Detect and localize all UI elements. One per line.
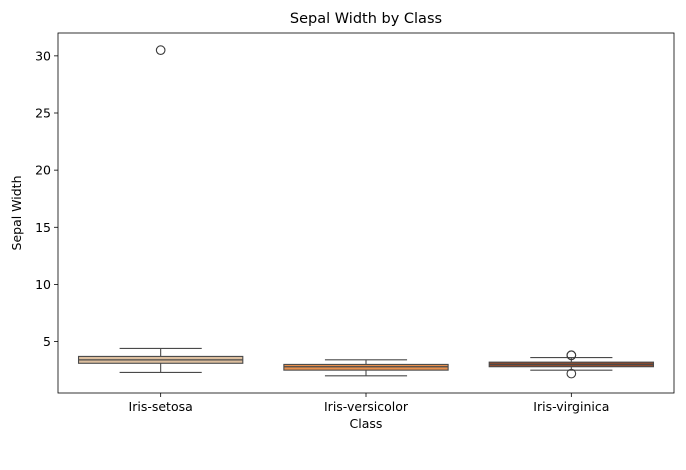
y-tick-label: 20 <box>35 163 51 178</box>
plot-frame <box>57 32 675 394</box>
y-tick-label: 15 <box>35 220 51 235</box>
box-group-iris-virginica <box>488 350 655 379</box>
x-tick-label: Iris-setosa <box>129 399 193 414</box>
y-tick-label: 5 <box>43 334 51 349</box>
y-tick-label: 10 <box>35 277 51 292</box>
y-tick-label: 30 <box>35 48 51 63</box>
x-tick-label: Iris-virginica <box>533 399 609 414</box>
outlier-point <box>566 368 577 379</box>
outlier-point <box>566 350 577 361</box>
y-axis-label: Sepal Width <box>9 176 24 251</box>
box-group-iris-versicolor <box>283 359 449 377</box>
outlier-point <box>155 45 166 55</box>
box-group-iris-setosa <box>77 45 244 373</box>
x-tick-label: Iris-versicolor <box>324 399 409 414</box>
chart-title: Sepal Width by Class <box>290 11 442 27</box>
x-axis-label: Class <box>350 416 383 431</box>
y-tick-label: 25 <box>35 106 51 121</box>
